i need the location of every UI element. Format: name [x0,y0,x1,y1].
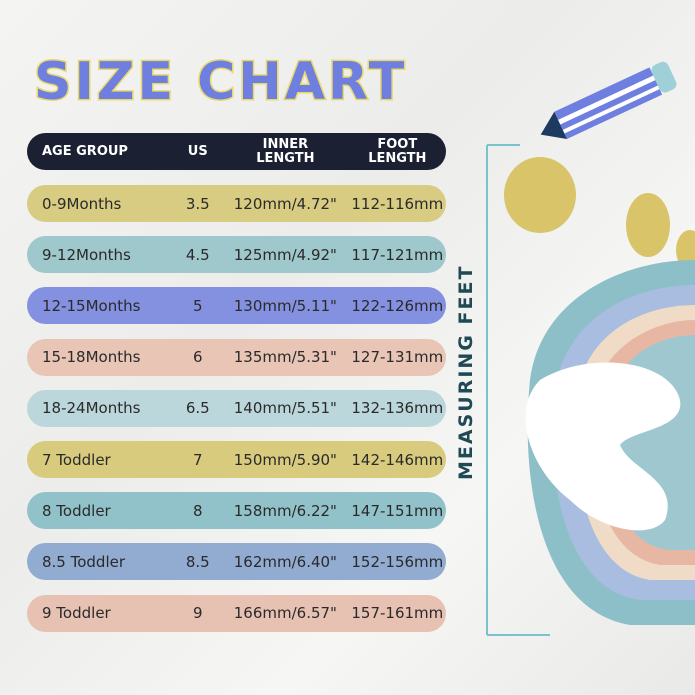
cell-us: 7 [192,450,203,469]
measuring-feet-label: MEASURING FEET [455,264,477,480]
cell-us: 4.5 [185,245,210,264]
table-header: AGE GROUP US INNER LENGTH FOOT LENGTH [27,133,446,170]
cell-age-group: 0-9Months [42,194,122,213]
pencil-icon [540,61,677,139]
cell-us: 6.5 [185,399,210,418]
header-foot-line2: LENGTH [368,150,427,166]
table-row: 0-9Months 3.5 120mm/4.72" 112-116mm [27,185,446,222]
header-us: US [187,144,208,159]
footprint-icon [504,157,695,625]
table-row: 15-18Months 6 135mm/5.31" 127-131mm [27,338,446,376]
cell-inner-length: 135mm/5.31" [233,348,337,367]
cell-us: 8.5 [185,552,210,571]
cell-us: 8 [192,501,203,520]
cell-age-group: 7 Toddler [42,450,111,469]
table-row: 9 Toddler 9 166mm/6.57" 157-161mm [27,594,446,632]
table-row: 7 Toddler 7 150mm/5.90" 142-146mm [27,441,446,478]
cell-inner-length: 125mm/4.92" [233,245,337,264]
cell-age-group: 18-24Months [42,399,141,418]
cell-inner-length: 130mm/5.11" [233,296,337,315]
header-foot-line1: FOOT [377,136,418,152]
cell-us: 6 [192,348,203,367]
header-inner-length: INNER LENGTH [222,136,349,166]
cell-inner-length: 158mm/6.22" [233,501,337,520]
cell-inner-length: 150mm/5.90" [233,450,337,469]
cell-inner-length: 162mm/6.40" [233,552,337,571]
cell-age-group: 15-18Months [42,348,141,367]
foot-illustration [486,61,695,636]
cell-age-group: 8 Toddler [42,501,111,520]
cell-us: 9 [192,604,203,623]
table-row: 12-15Months 5 130mm/5.11" 122-126mm [27,287,446,325]
table-row: 8 Toddler 8 158mm/6.22" 147-151mm [27,492,446,530]
cell-inner-length: 140mm/5.51" [233,399,337,418]
cell-age-group: 9 Toddler [42,604,111,623]
cell-foot-length: 112-116mm [351,194,444,213]
header-inner-line2: LENGTH [256,150,315,166]
cell-foot-length: 122-126mm [351,296,444,315]
ruler-line [486,144,550,636]
cell-us: 3.5 [185,194,210,213]
table-row: 8.5 Toddler 8.5 162mm/6.40" 152-156mm [27,543,446,581]
table-row: 18-24Months 6.5 140mm/5.51" 132-136mm [27,389,446,427]
page-title: SIZE CHART [32,51,408,114]
cell-foot-length: 127-131mm [351,348,444,367]
cell-inner-length: 120mm/4.72" [233,194,337,213]
header-foot-length: FOOT LENGTH [349,136,446,166]
header-age-group: AGE GROUP [42,144,128,159]
cell-us: 5 [192,296,203,315]
cell-foot-length: 142-146mm [351,450,444,469]
cell-inner-length: 166mm/6.57" [233,604,337,623]
cell-foot-length: 152-156mm [351,552,444,571]
cell-foot-length: 147-151mm [351,501,444,520]
cell-foot-length: 157-161mm [351,604,444,623]
cell-age-group: 12-15Months [42,296,141,315]
table-row: 9-12Months 4.5 125mm/4.92" 117-121mm [27,236,446,274]
cell-foot-length: 132-136mm [351,399,444,418]
cell-foot-length: 117-121mm [351,245,444,264]
cell-age-group: 9-12Months [42,245,131,264]
header-inner-line1: INNER [262,136,309,152]
cell-age-group: 8.5 Toddler [42,552,126,571]
